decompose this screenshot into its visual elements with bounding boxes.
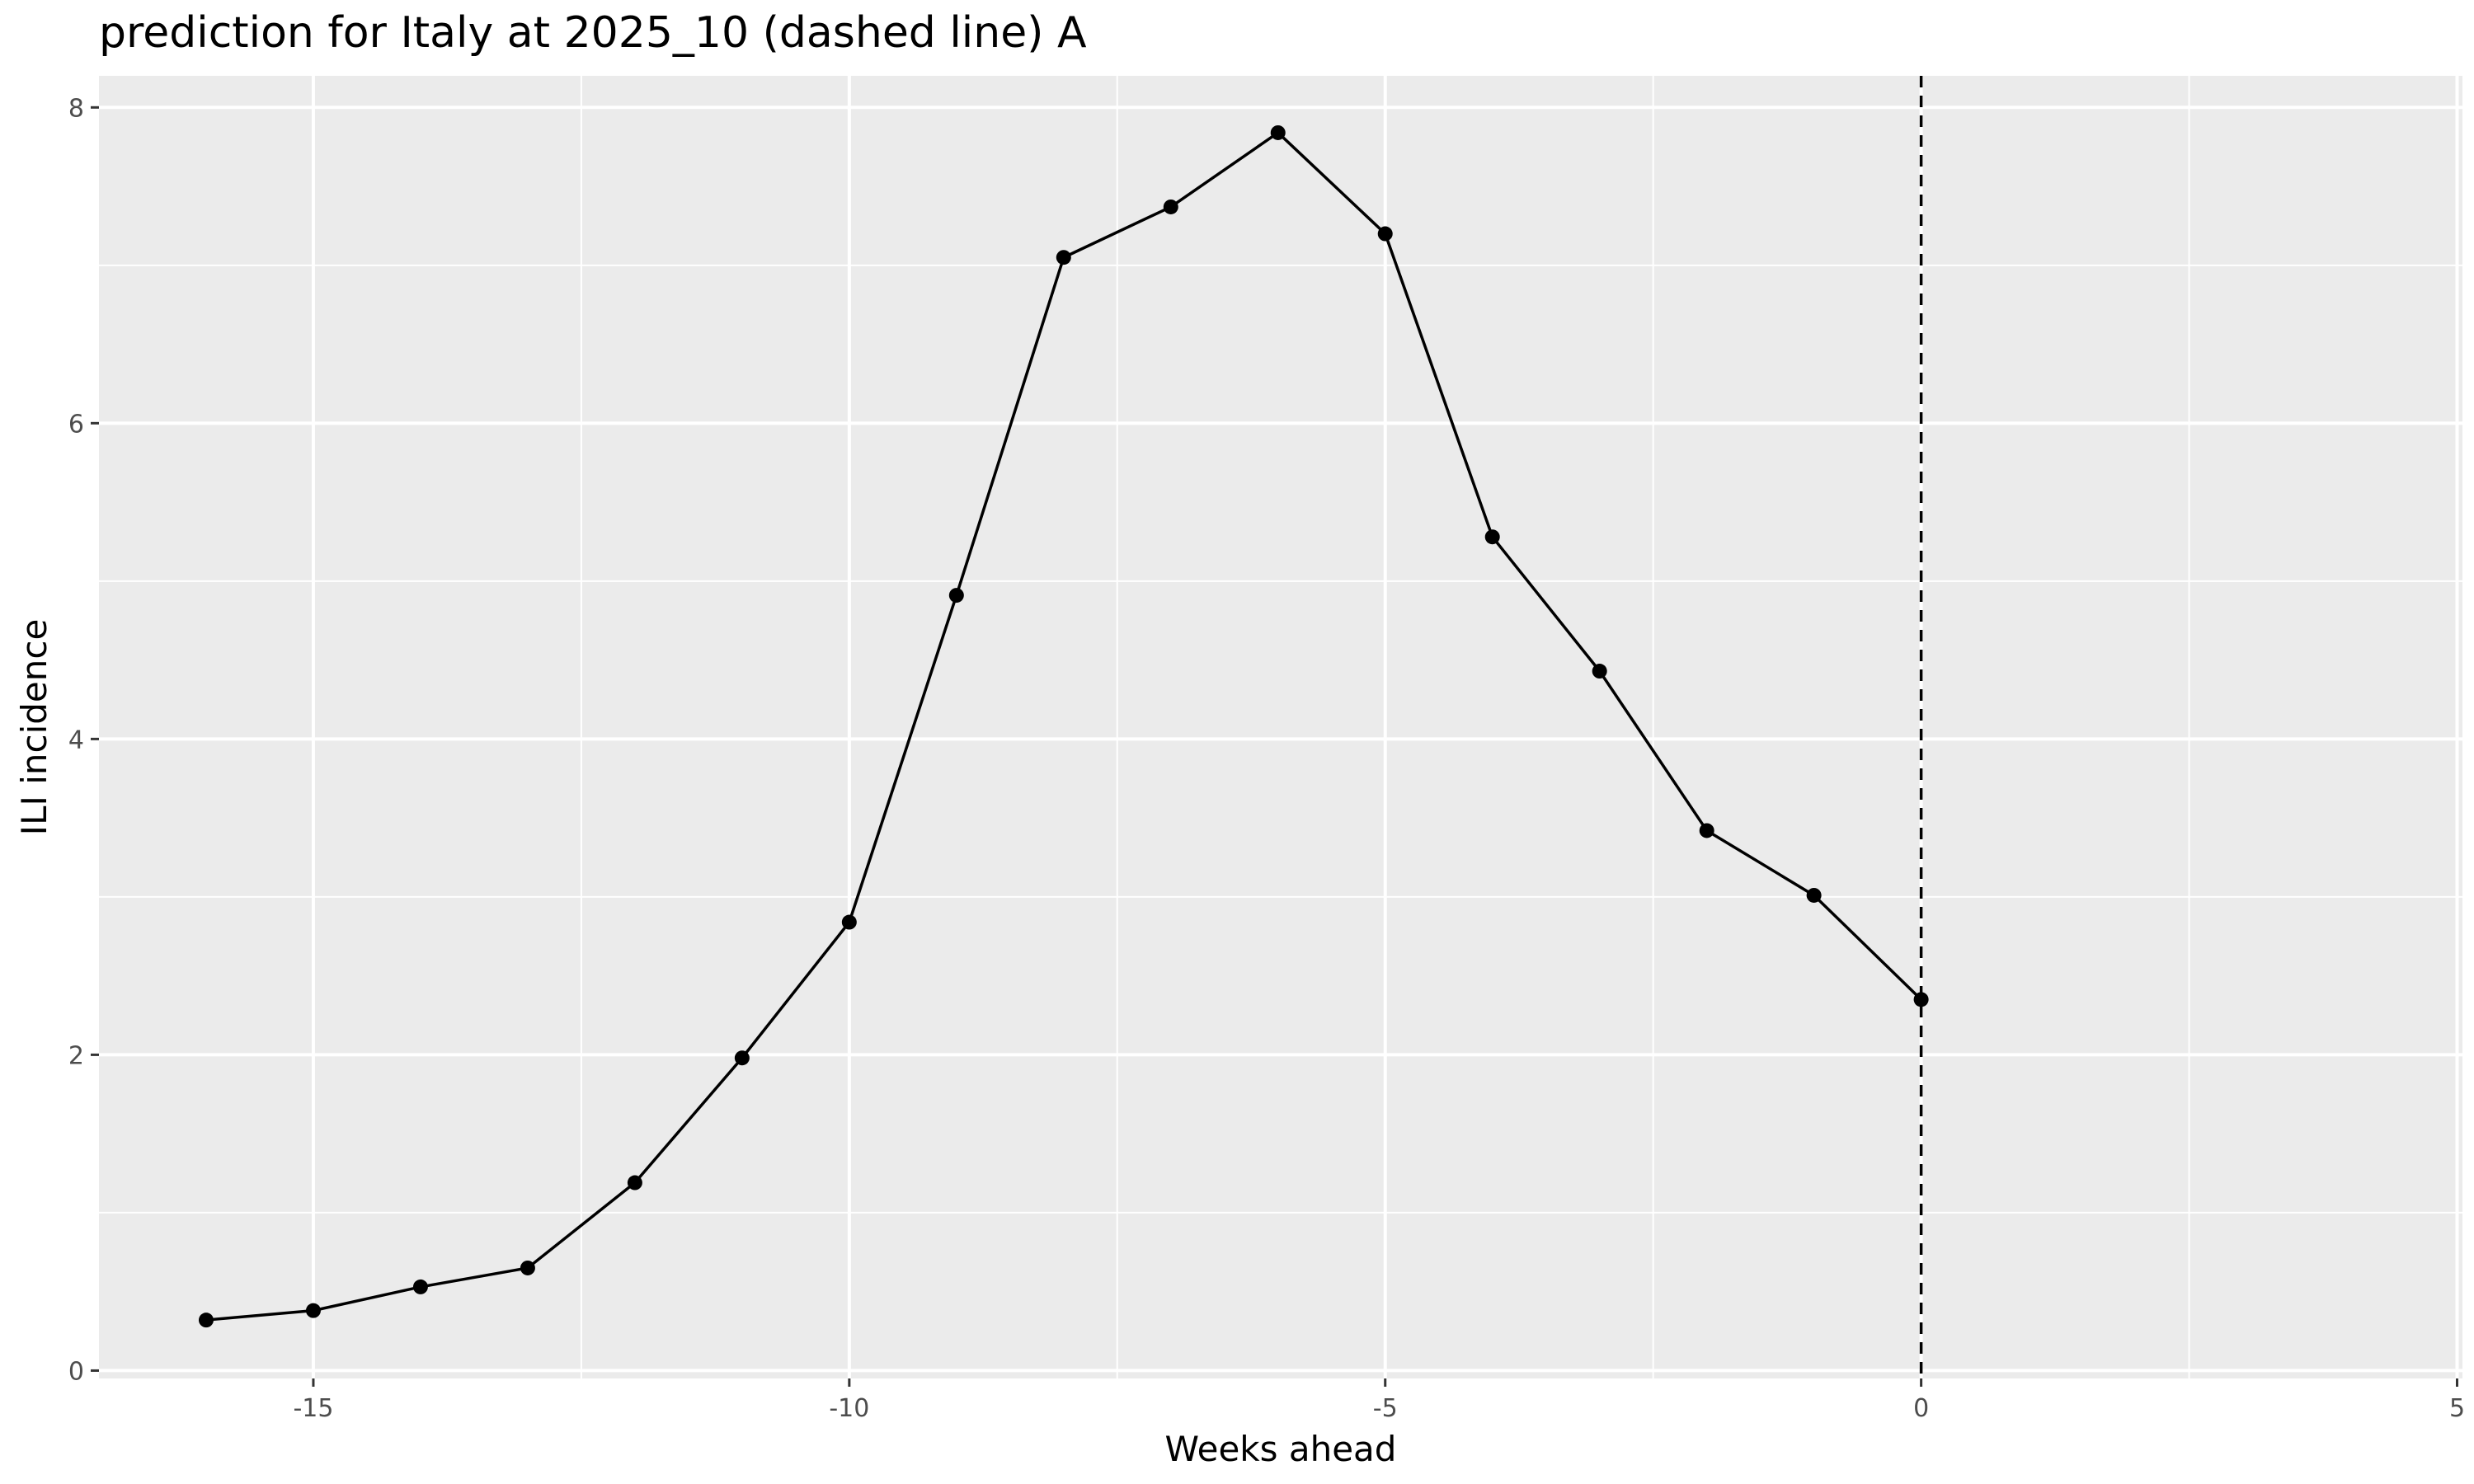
data-point (412, 1279, 428, 1294)
data-point (520, 1260, 535, 1275)
minor-gridlines (99, 76, 2462, 1378)
data-point (1806, 887, 1822, 903)
data-point (627, 1175, 642, 1190)
data-point (1377, 226, 1393, 242)
data-point (841, 914, 857, 930)
y-tick-label: 2 (68, 1041, 84, 1070)
x-tick-label: -10 (829, 1394, 869, 1423)
data-point (948, 588, 964, 603)
y-tick-label: 4 (68, 726, 84, 754)
data-point (1699, 823, 1714, 838)
y-tick-label: 6 (68, 410, 84, 439)
major-gridlines (99, 76, 2462, 1378)
chart-title: prediction for Italy at 2025_10 (dashed … (99, 8, 1087, 58)
y-axis-title: ILI incidence (14, 619, 54, 836)
x-tick-label: -5 (1373, 1394, 1398, 1423)
x-tick-label: 5 (2449, 1394, 2465, 1423)
data-point (1592, 664, 1607, 679)
y-tick-label: 8 (68, 94, 84, 123)
data-point (1913, 992, 1929, 1007)
data-point (734, 1050, 750, 1066)
data-point (198, 1313, 214, 1328)
data-point (1056, 250, 1071, 265)
data-point (1163, 199, 1178, 214)
x-axis: -15 -10 -5 0 5 (293, 1378, 2465, 1423)
y-tick-label: 0 (68, 1357, 84, 1386)
data-point (1484, 529, 1500, 545)
series-group (198, 124, 1929, 1328)
data-point (1270, 124, 1286, 140)
y-axis: 0 2 4 6 8 (68, 94, 99, 1386)
x-axis-title: Weeks ahead (1165, 1429, 1397, 1469)
x-tick-label: -15 (293, 1394, 333, 1423)
plot-panel (99, 76, 2462, 1378)
x-tick-label: 0 (1913, 1394, 1929, 1423)
data-point (305, 1303, 321, 1318)
